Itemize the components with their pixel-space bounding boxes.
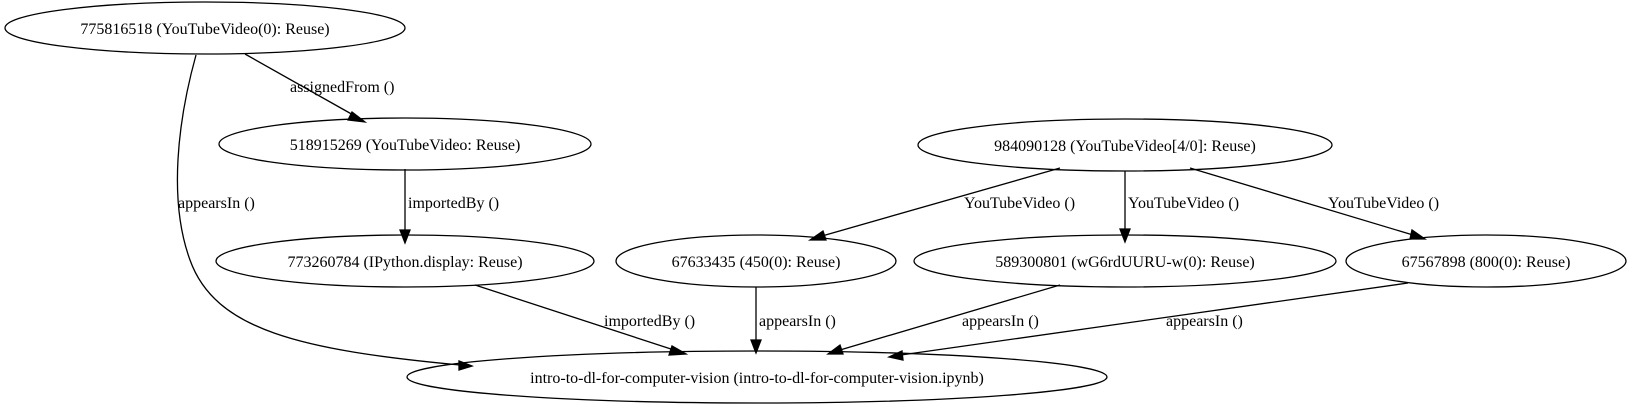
edge-67633435-to-intro: appearsIn () xyxy=(750,287,836,355)
node-intro-to-dl-for-computer-vision: intro-to-dl-for-computer-vision (intro-t… xyxy=(406,350,1108,404)
edge-label: appearsIn () xyxy=(1166,313,1243,330)
edge-984090128-to-589300801: YouTubeVideo () xyxy=(1119,171,1239,244)
edge-518915269-to-773260784: importedBy () xyxy=(399,169,499,245)
edge-773260784-to-intro: importedBy () xyxy=(474,284,695,356)
edge-984090128-to-67633435: YouTubeVideo () xyxy=(807,167,1075,241)
node-67567898: 67567898 (800(0): Reuse) xyxy=(1345,234,1627,288)
node-518915269: 518915269 (YouTubeVideo: Reuse) xyxy=(218,117,592,171)
node-773260784: 773260784 (IPython.display: Reuse) xyxy=(215,234,595,288)
node-775816518: 775816518 (YouTubeVideo(0): Reuse) xyxy=(4,1,406,55)
node-67633435: 67633435 (450(0): Reuse) xyxy=(615,234,897,288)
node-label: intro-to-dl-for-computer-vision (intro-t… xyxy=(530,370,984,387)
edge-label: importedBy () xyxy=(408,195,499,212)
node-label: 984090128 (YouTubeVideo[4/0]: Reuse) xyxy=(994,138,1256,155)
node-label: 773260784 (IPython.display: Reuse) xyxy=(287,254,522,271)
edge-775816518-to-intro: appearsIn () xyxy=(176,54,474,371)
edge-label: importedBy () xyxy=(604,313,695,330)
node-label: 775816518 (YouTubeVideo(0): Reuse) xyxy=(80,21,329,38)
edge-label: appearsIn () xyxy=(178,195,255,212)
edge-label: YouTubeVideo () xyxy=(1328,195,1439,212)
edge-label: YouTubeVideo () xyxy=(964,195,1075,212)
node-label: 589300801 (wG6rdUURU-w(0): Reuse) xyxy=(995,254,1255,271)
node-984090128: 984090128 (YouTubeVideo[4/0]: Reuse) xyxy=(917,118,1333,172)
node-label: 67567898 (800(0): Reuse) xyxy=(1402,254,1571,271)
node-589300801: 589300801 (wG6rdUURU-w(0): Reuse) xyxy=(913,234,1337,288)
node-label: 518915269 (YouTubeVideo: Reuse) xyxy=(290,137,521,154)
node-label: 67633435 (450(0): Reuse) xyxy=(672,254,841,271)
edge-984090128-to-67567898: YouTubeVideo () xyxy=(1189,167,1439,240)
edge-label: appearsIn () xyxy=(962,313,1039,330)
edge-label: assignedFrom () xyxy=(290,79,394,96)
edge-label: YouTubeVideo () xyxy=(1128,195,1239,212)
edge-589300801-to-intro: appearsIn () xyxy=(826,284,1061,355)
edge-775816518-to-518915269: assignedFrom () xyxy=(244,53,394,123)
edge-label: appearsIn () xyxy=(759,313,836,330)
